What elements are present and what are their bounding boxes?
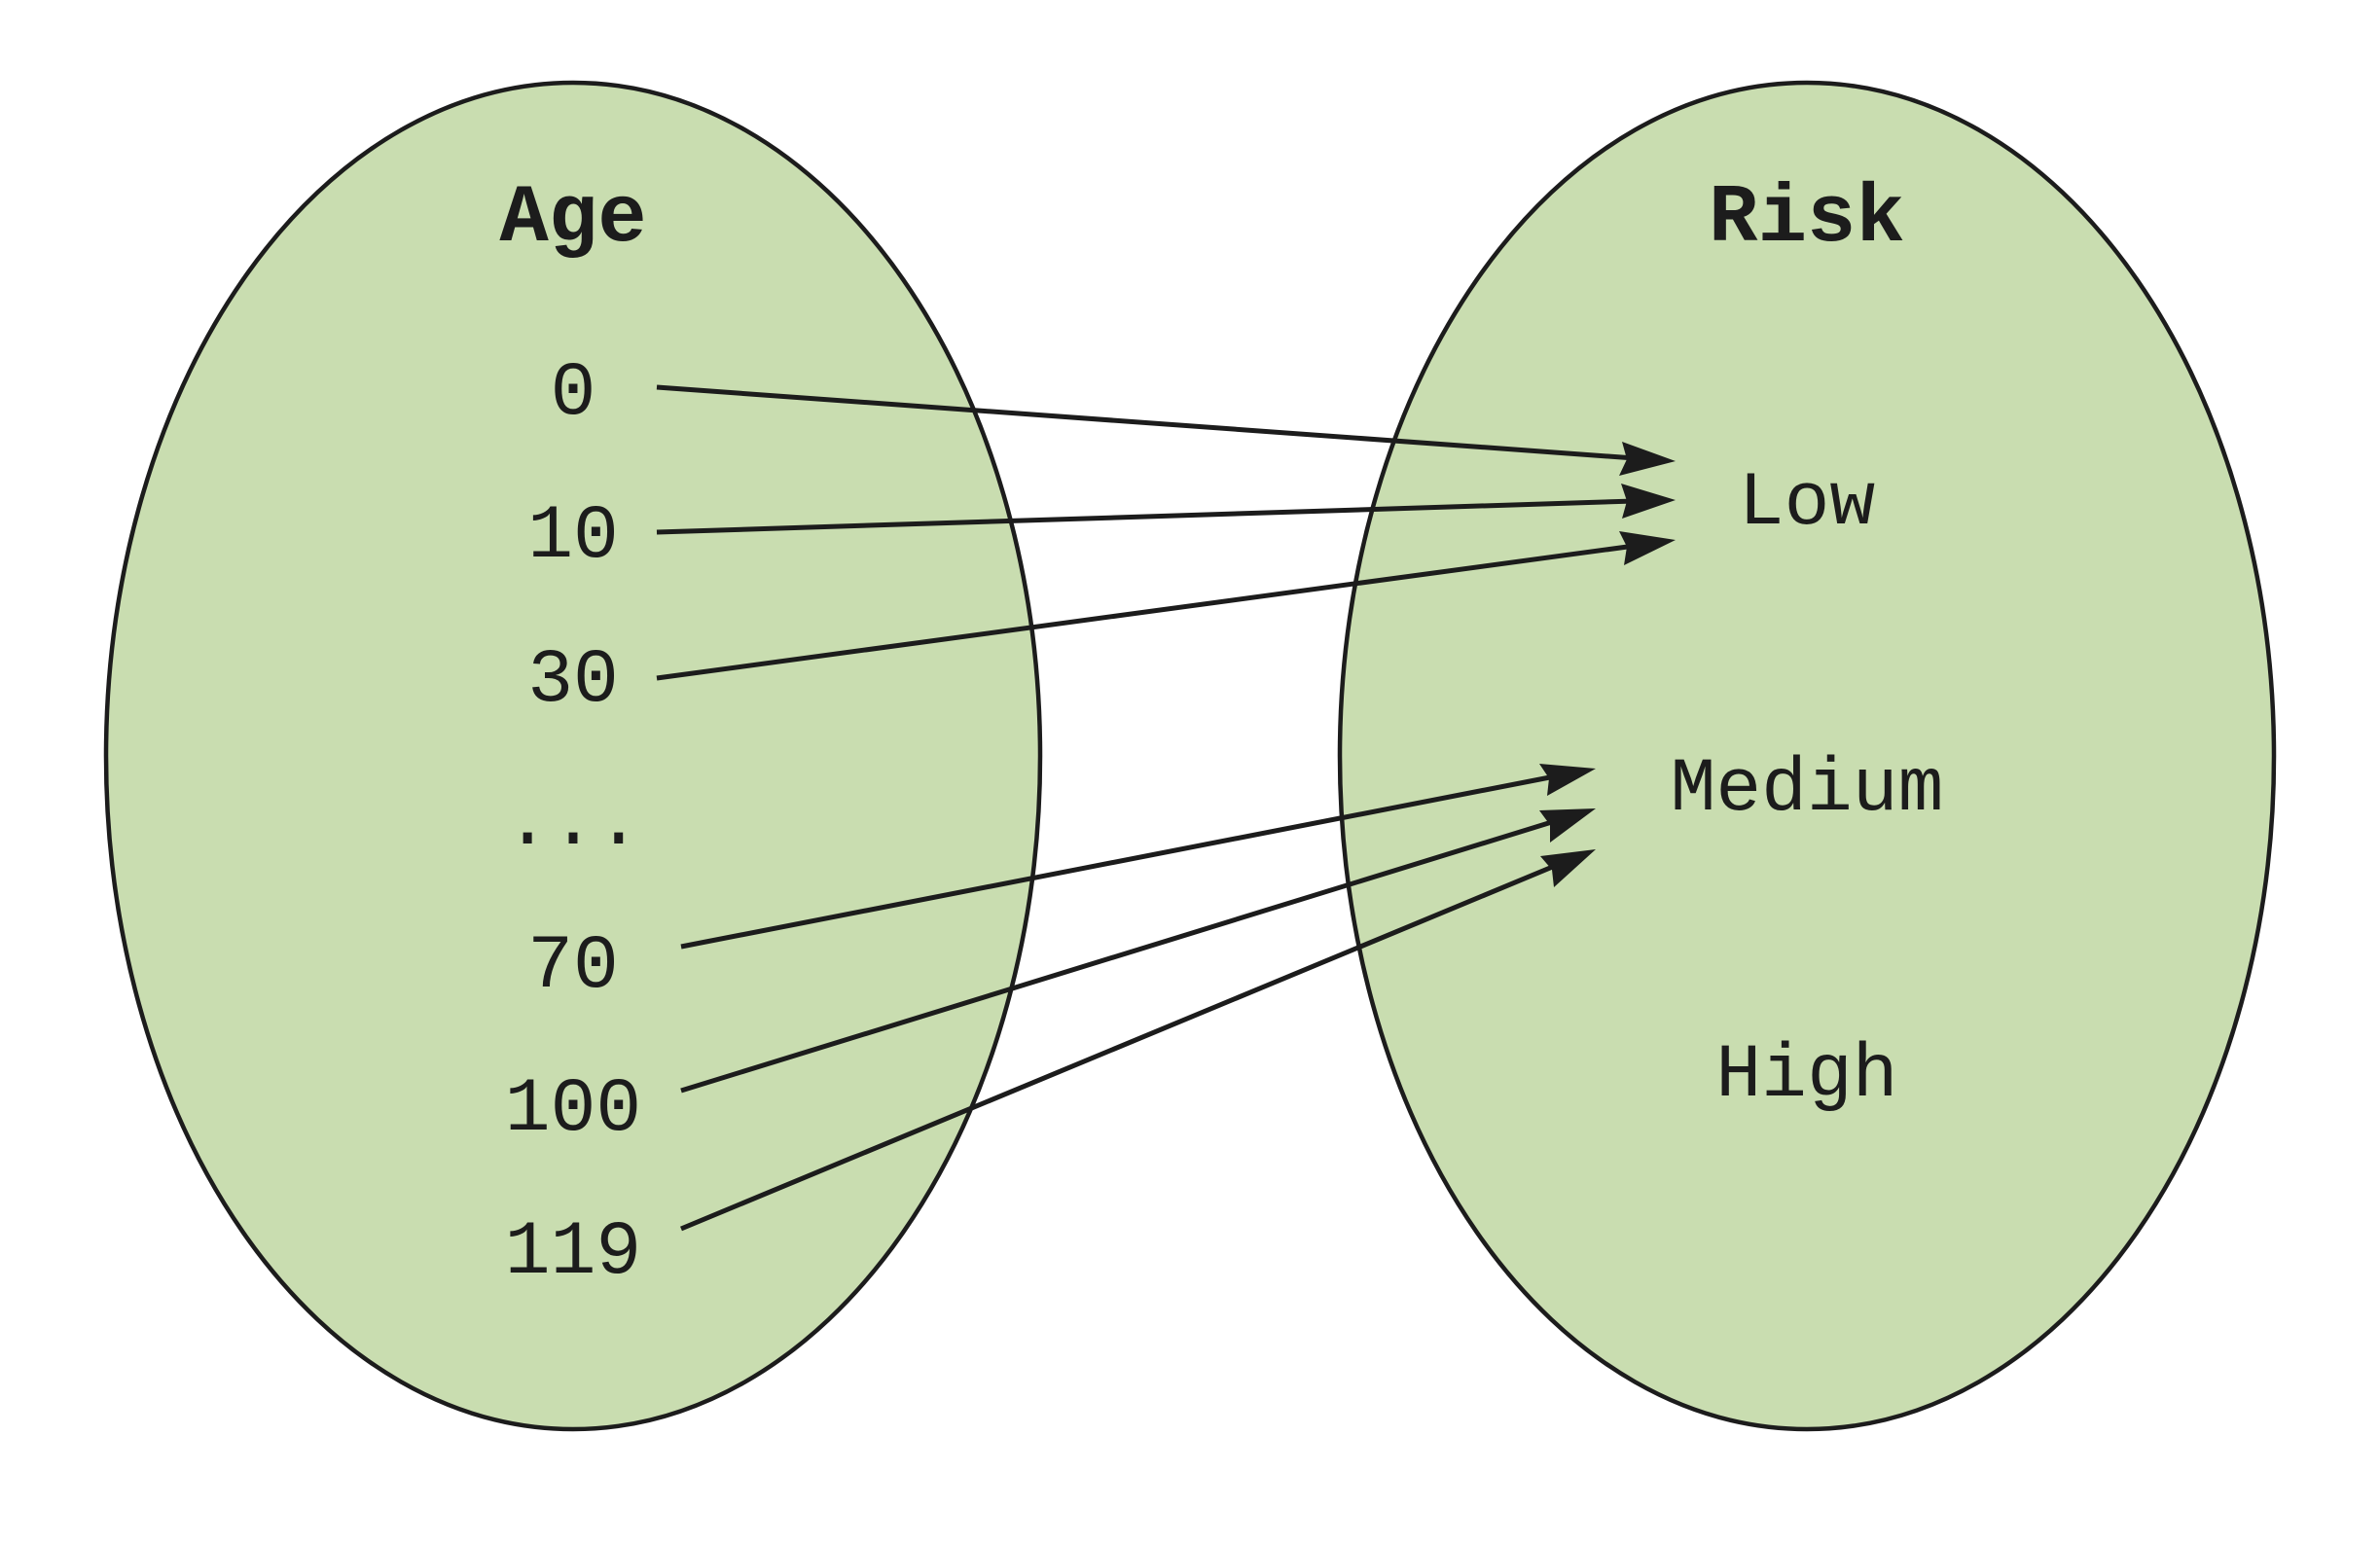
mapping-arrow-10-to-low	[656, 484, 1676, 535]
age-element-119: 119	[505, 1210, 641, 1296]
risk-element-high: High	[1715, 1033, 1897, 1119]
age-element-0: 0	[551, 351, 596, 437]
age-element-10: 10	[527, 494, 619, 580]
age-element-ellipsis: ...	[505, 781, 641, 867]
age-element-70: 70	[527, 924, 619, 1010]
risk-element-medium: Medium	[1671, 747, 1944, 833]
risk-set-ellipse	[1337, 80, 2277, 1432]
mapping-arrow-119-to-medium	[680, 849, 1596, 1232]
mapping-arrow-30-to-low	[656, 531, 1676, 681]
age-set-title: Age	[499, 173, 646, 266]
risk-set-title: Risk	[1709, 173, 1905, 266]
age-element-30: 30	[527, 638, 619, 724]
mapping-arrow-100-to-medium	[680, 808, 1596, 1094]
age-set-ellipse	[103, 80, 1043, 1432]
mapping-arrow-70-to-medium	[680, 764, 1596, 950]
mapping-arrow-0-to-low	[656, 384, 1676, 476]
risk-element-low: Low	[1739, 461, 1876, 547]
age-element-100: 100	[505, 1067, 641, 1153]
